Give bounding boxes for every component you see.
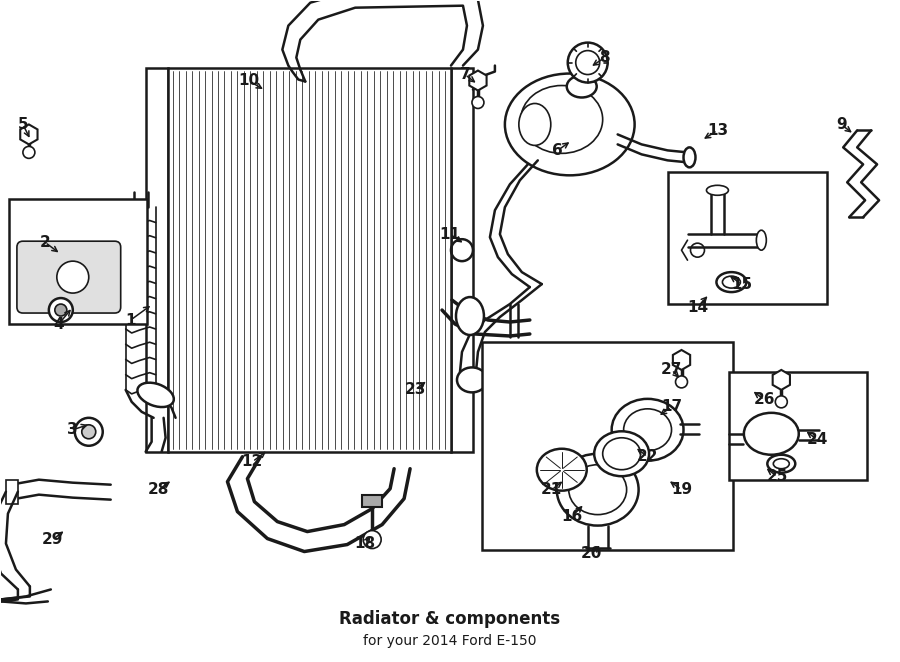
Circle shape <box>364 530 381 549</box>
Text: 23: 23 <box>404 383 426 397</box>
Text: 11: 11 <box>439 226 461 242</box>
Ellipse shape <box>519 103 551 146</box>
Text: 24: 24 <box>806 432 828 448</box>
Text: 22: 22 <box>637 449 658 464</box>
Text: 6: 6 <box>553 143 563 158</box>
Text: 17: 17 <box>661 399 682 414</box>
Text: 9: 9 <box>836 117 847 132</box>
Text: 4: 4 <box>53 316 64 332</box>
Bar <box>482 342 733 549</box>
Text: Radiator & components: Radiator & components <box>339 610 561 628</box>
Ellipse shape <box>716 272 746 292</box>
Text: 28: 28 <box>148 482 169 497</box>
Ellipse shape <box>557 453 639 526</box>
Circle shape <box>49 298 73 322</box>
Circle shape <box>75 418 103 446</box>
Ellipse shape <box>756 230 766 250</box>
Ellipse shape <box>138 383 174 407</box>
Ellipse shape <box>457 367 487 393</box>
Ellipse shape <box>456 297 484 335</box>
Text: 18: 18 <box>355 536 375 551</box>
Text: 26: 26 <box>753 393 775 407</box>
Ellipse shape <box>505 73 634 175</box>
FancyBboxPatch shape <box>17 241 121 313</box>
Text: 15: 15 <box>731 277 752 291</box>
Ellipse shape <box>594 431 649 476</box>
Text: 5: 5 <box>18 117 28 132</box>
Text: 10: 10 <box>238 73 259 88</box>
Text: 29: 29 <box>42 532 64 547</box>
Circle shape <box>568 42 608 83</box>
Bar <box>167 68 451 451</box>
Circle shape <box>22 146 35 158</box>
Text: for your 2014 Ford E-150: for your 2014 Ford E-150 <box>364 634 536 648</box>
Bar <box>362 495 382 506</box>
Bar <box>729 372 867 480</box>
Text: 2: 2 <box>40 235 50 250</box>
Ellipse shape <box>683 148 696 167</box>
Circle shape <box>472 97 484 109</box>
Text: 16: 16 <box>561 509 582 524</box>
Circle shape <box>676 376 688 388</box>
Text: 20: 20 <box>581 546 602 561</box>
Text: 21: 21 <box>541 482 562 497</box>
Circle shape <box>775 396 788 408</box>
Text: 27: 27 <box>661 362 682 377</box>
Polygon shape <box>773 370 790 390</box>
Bar <box>9 199 147 324</box>
Ellipse shape <box>567 75 597 97</box>
Text: 14: 14 <box>687 299 708 314</box>
Polygon shape <box>469 71 487 91</box>
Bar <box>668 172 827 304</box>
Polygon shape <box>673 350 690 370</box>
Ellipse shape <box>744 413 799 455</box>
Polygon shape <box>20 124 38 144</box>
Circle shape <box>55 304 67 316</box>
Ellipse shape <box>706 185 728 195</box>
Text: 7: 7 <box>460 67 471 82</box>
Bar <box>146 68 167 451</box>
Text: 19: 19 <box>671 482 692 497</box>
Circle shape <box>57 261 89 293</box>
Bar <box>451 68 473 451</box>
Ellipse shape <box>536 449 587 491</box>
Text: 12: 12 <box>242 454 263 469</box>
Bar <box>6 480 18 504</box>
Circle shape <box>82 425 95 439</box>
Ellipse shape <box>612 399 683 461</box>
Ellipse shape <box>768 455 796 473</box>
Text: 13: 13 <box>706 123 728 138</box>
Text: 3: 3 <box>68 422 78 438</box>
Text: 25: 25 <box>767 469 788 484</box>
Text: 1: 1 <box>125 312 136 328</box>
Text: 8: 8 <box>599 50 610 65</box>
